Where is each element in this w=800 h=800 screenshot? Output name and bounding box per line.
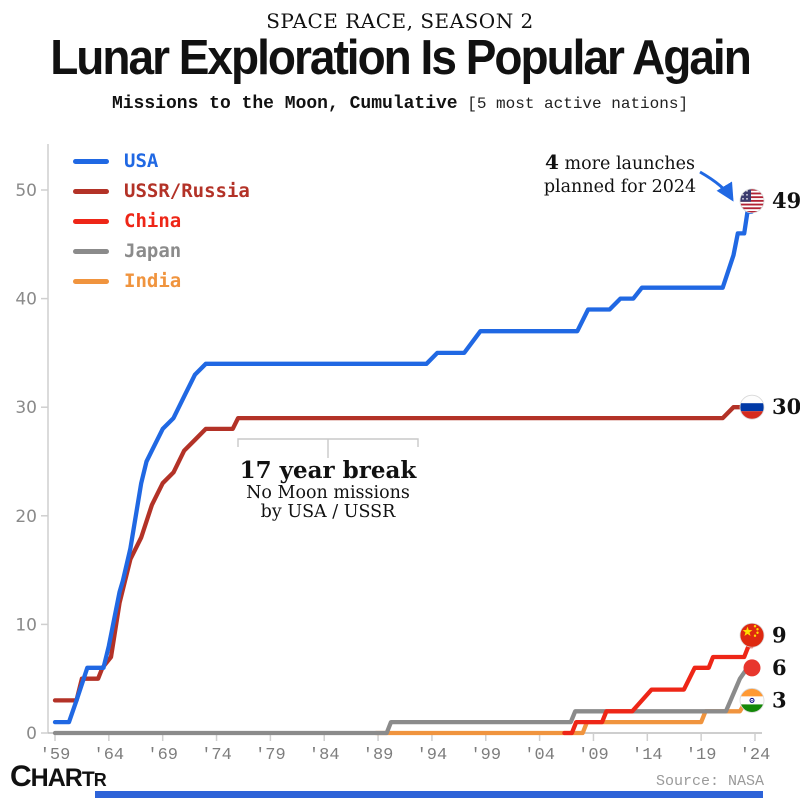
annotation-17-year-break: 17 year break No Moon missions by USA / … <box>218 458 438 522</box>
x-tick-label: '04 <box>524 746 555 765</box>
russia-flag-icon <box>739 394 765 420</box>
y-tick-label: 0 <box>26 724 37 744</box>
series-line-china <box>562 633 758 736</box>
break-bracket <box>237 438 419 458</box>
legend-item-india: India <box>73 266 250 296</box>
legend-item-china: China <box>73 206 250 236</box>
legend-label-usa: USA <box>124 150 159 172</box>
series-line-ussr-russia <box>52 405 758 703</box>
end-value-label-china: 9 <box>772 622 787 647</box>
end-value-label-russia: 30 <box>772 394 800 419</box>
launches-count: 4 <box>545 150 559 174</box>
legend-item-russia: USSR/Russia <box>73 176 250 206</box>
header-kicker: SPACE RACE, SEASON 2 <box>266 9 534 33</box>
source-label: Source: NASA <box>655 773 764 790</box>
logo-letter: A <box>47 764 66 792</box>
end-value-label-usa: 49 <box>772 188 800 213</box>
page-subtitle: Missions to the Moon, Cumulative [5 most… <box>0 94 800 114</box>
y-tick-label: 50 <box>15 181 37 201</box>
end-value-label-japan: 6 <box>772 655 787 680</box>
china-flag-icon <box>739 622 765 648</box>
logo-letter: H <box>30 764 49 792</box>
logo-letter: R <box>93 770 107 790</box>
legend-swatch-japan <box>73 248 109 254</box>
subtitle-note: [5 most active nations] <box>457 95 689 113</box>
x-tick-label: '24 <box>740 746 771 765</box>
break-line1: No Moon missions <box>246 483 410 503</box>
legend-label-china: China <box>124 210 182 232</box>
legend-label-russia: USSR/Russia <box>124 180 250 202</box>
break-title: 17 year break <box>239 457 417 484</box>
x-tick-label: '19 <box>686 746 717 765</box>
x-tick-label: '94 <box>417 746 448 765</box>
legend-label-japan: Japan <box>124 240 182 262</box>
legend-swatch-india <box>73 278 109 284</box>
chart-legend: USA USSR/Russia China Japan India <box>73 146 250 296</box>
annotation-launches-2024: 4 more launches planned for 2024 <box>520 151 720 199</box>
logo-letter: R <box>64 764 83 792</box>
x-tick-label: '14 <box>632 746 663 765</box>
launches-line2: planned for 2024 <box>543 177 697 197</box>
x-tick-label: '64 <box>94 746 125 765</box>
legend-swatch-china <box>73 218 109 224</box>
india-flag-icon <box>739 688 765 713</box>
x-tick-label: '84 <box>309 746 340 765</box>
page-title: Lunar Exploration Is Popular Again <box>50 29 752 85</box>
chartr-logo: CHARTR <box>10 760 107 794</box>
arrow-icon <box>699 170 734 202</box>
y-tick-label: 40 <box>15 290 37 310</box>
break-line2: by USA / USSR <box>260 502 396 522</box>
legend-label-india: India <box>124 270 182 292</box>
series-line-usa <box>52 198 758 725</box>
logo-letter: T <box>81 768 95 791</box>
usa-flag-icon <box>739 188 765 214</box>
x-tick-label: '79 <box>255 746 286 765</box>
x-tick-label: '89 <box>363 746 394 765</box>
subtitle-main: Missions to the Moon, Cumulative <box>111 94 458 114</box>
legend-swatch-russia <box>73 188 109 194</box>
launches-line1: more launches <box>558 154 695 174</box>
y-tick-label: 30 <box>15 398 37 418</box>
y-tick-label: 20 <box>15 507 37 527</box>
series-line-india <box>373 698 758 736</box>
legend-item-usa: USA <box>73 146 250 176</box>
legend-item-japan: Japan <box>73 236 250 266</box>
japan-flag-icon <box>743 659 761 677</box>
x-tick-label: '69 <box>147 746 178 765</box>
brand-bar <box>95 791 763 798</box>
x-tick-label: '09 <box>578 746 609 765</box>
x-tick-label: '59 <box>40 746 71 765</box>
x-tick-label: '99 <box>470 746 501 765</box>
x-tick-label: '74 <box>201 746 232 765</box>
y-tick-label: 10 <box>15 615 37 635</box>
end-value-label-india: 3 <box>772 687 787 712</box>
logo-letter: C <box>10 760 32 793</box>
legend-swatch-usa <box>73 158 109 164</box>
